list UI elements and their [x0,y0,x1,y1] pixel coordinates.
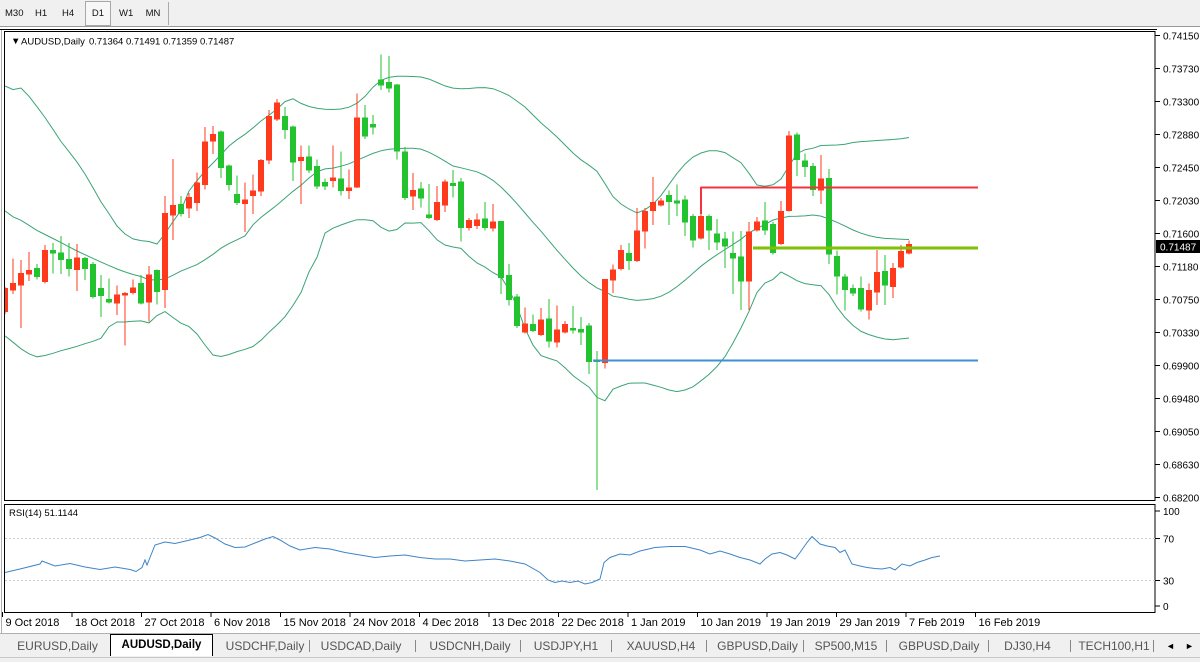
svg-text:0.72450: 0.72450 [1163,164,1200,175]
svg-text:24 Nov 2018: 24 Nov 2018 [353,617,415,629]
svg-text:13 Dec 2018: 13 Dec 2018 [492,617,554,629]
svg-text:0.73730: 0.73730 [1163,65,1200,76]
svg-text:0.72880: 0.72880 [1163,131,1200,142]
svg-text:0.74150: 0.74150 [1163,32,1200,43]
svg-text:0.73300: 0.73300 [1163,98,1200,109]
svg-text:0.72030: 0.72030 [1163,197,1200,208]
svg-text:0.69480: 0.69480 [1163,395,1200,406]
svg-text:0.70330: 0.70330 [1163,329,1200,340]
svg-text:AUDUSD,Daily: AUDUSD,Daily [21,37,85,48]
svg-text:0.69900: 0.69900 [1163,362,1200,373]
svg-text:29 Jan 2019: 29 Jan 2019 [840,617,901,629]
svg-text:15 Nov 2018: 15 Nov 2018 [284,617,346,629]
svg-text:100: 100 [1163,507,1180,518]
svg-text:RSI(14) 51.1144: RSI(14) 51.1144 [9,508,78,519]
svg-text:10 Jan 2019: 10 Jan 2019 [701,617,762,629]
svg-text:0.68630: 0.68630 [1163,461,1200,472]
svg-text:30: 30 [1163,577,1175,588]
svg-text:9 Oct 2018: 9 Oct 2018 [6,617,60,629]
svg-text:0.71364 0.71491 0.71359 0.7148: 0.71364 0.71491 0.71359 0.71487 [89,37,234,48]
svg-text:6 Nov 2018: 6 Nov 2018 [214,617,270,629]
svg-text:4 Dec 2018: 4 Dec 2018 [423,617,479,629]
svg-text:1 Jan 2019: 1 Jan 2019 [631,617,685,629]
svg-text:7 Feb 2019: 7 Feb 2019 [909,617,965,629]
svg-text:0.68200: 0.68200 [1163,494,1200,505]
svg-text:0.69050: 0.69050 [1163,428,1200,439]
svg-text:0.71180: 0.71180 [1163,263,1199,274]
svg-text:70: 70 [1163,535,1175,546]
svg-text:18 Oct 2018: 18 Oct 2018 [75,617,135,629]
svg-text:0.71600: 0.71600 [1163,230,1200,241]
svg-text:27 Oct 2018: 27 Oct 2018 [145,617,205,629]
svg-text:▼: ▼ [11,36,20,47]
svg-text:16 Feb 2019: 16 Feb 2019 [979,617,1041,629]
svg-text:0.71487: 0.71487 [1160,243,1197,254]
svg-text:0.70750: 0.70750 [1163,296,1200,307]
svg-text:0: 0 [1163,602,1169,613]
svg-text:22 Dec 2018: 22 Dec 2018 [562,617,624,629]
svg-text:19 Jan 2019: 19 Jan 2019 [770,617,831,629]
